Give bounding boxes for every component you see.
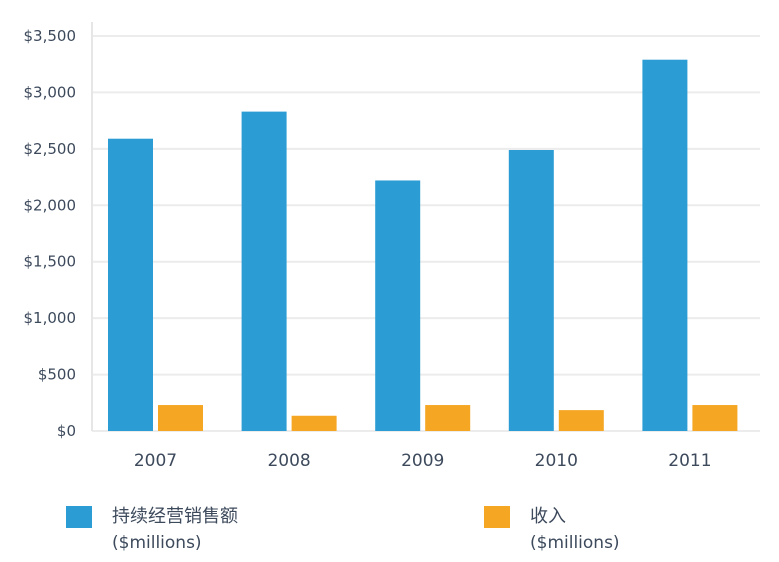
- legend-label-sales: 持续经营销售额: [112, 506, 238, 527]
- legend-item-sales: 持续经营销售额 ($millions): [66, 504, 238, 556]
- x-tick-label: 2011: [668, 451, 711, 471]
- bar-revenue: [558, 410, 604, 431]
- x-axis: 2007 2008 2009 2010 2011: [134, 451, 712, 471]
- y-tick-label: $3,000: [24, 83, 77, 101]
- y-tick-label: $2,500: [24, 140, 77, 158]
- bar-revenue: [158, 405, 203, 431]
- legend-swatch-sales: [66, 506, 92, 528]
- y-axis: $0 $500 $1,000 $1,500 $2,000 $2,500 $3,000 $3,5…: [24, 22, 93, 440]
- legend-label-revenue: 收入: [530, 506, 566, 527]
- bar-chart: $0 $500 $1,000 $1,500 $2,000 $2,500 $3,000 $3,5…: [24, 22, 760, 471]
- gridlines: [92, 35, 760, 432]
- legend-text-revenue: 收入 ($millions): [530, 504, 620, 556]
- y-tick-label: $0: [57, 422, 76, 440]
- bars: [108, 59, 738, 431]
- y-tick-label: $3,500: [24, 27, 77, 45]
- x-tick-label: 2009: [401, 451, 444, 471]
- bar-sales: [241, 111, 287, 431]
- bar-sales: [108, 138, 153, 431]
- legend-text-sales: 持续经营销售额 ($millions): [112, 504, 238, 556]
- x-tick-label: 2010: [535, 451, 578, 471]
- x-tick-label: 2007: [134, 451, 177, 471]
- y-tick-label: $1,000: [24, 309, 77, 327]
- legend-swatch-revenue: [484, 506, 510, 528]
- x-tick-label: 2008: [267, 451, 310, 471]
- legend-unit-sales: ($millions): [112, 533, 202, 553]
- bar-sales: [508, 149, 554, 431]
- y-tick-label: $500: [38, 366, 76, 384]
- bar-sales: [642, 59, 688, 431]
- bar-sales: [375, 180, 421, 431]
- bar-revenue: [692, 405, 738, 431]
- y-tick-label: $2,000: [24, 196, 77, 214]
- legend-unit-revenue: ($millions): [530, 533, 620, 553]
- bar-revenue: [425, 405, 471, 431]
- legend-item-revenue: 收入 ($millions): [484, 504, 620, 556]
- bar-revenue: [291, 415, 337, 431]
- y-tick-label: $1,500: [24, 253, 77, 271]
